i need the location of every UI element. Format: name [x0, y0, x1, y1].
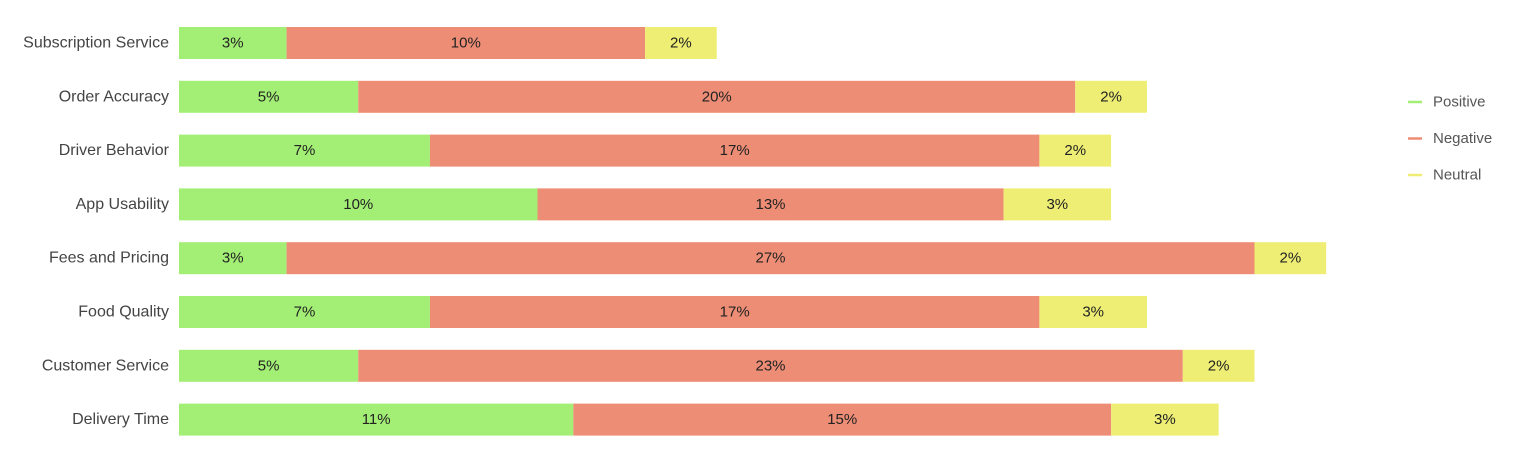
data-label-negative-food-quality: 17%	[720, 304, 750, 321]
data-label-positive-delivery-time: 11%	[362, 411, 391, 428]
bar-neutral-customer-service	[1182, 349, 1255, 382]
bar-neutral-delivery-time	[1111, 403, 1219, 436]
data-label-neutral-order-accuracy: 2%	[1100, 88, 1122, 105]
data-label-neutral-driver-behavior: 2%	[1064, 142, 1086, 159]
bar-neutral-driver-behavior	[1039, 134, 1112, 167]
bar-positive-customer-service	[179, 349, 359, 382]
data-label-negative-delivery-time: 15%	[827, 411, 857, 428]
data-label-positive-order-accuracy: 5%	[258, 88, 280, 105]
legend-label-positive: Positive	[1433, 94, 1486, 111]
data-label-neutral-delivery-time: 3%	[1154, 411, 1176, 428]
category-label-app-usability: App Usability	[76, 196, 169, 213]
legend: Positive Negative Neutral	[1408, 94, 1492, 184]
category-label-food-quality: Food Quality	[78, 304, 169, 321]
data-label-neutral-food-quality: 3%	[1082, 304, 1104, 321]
data-label-neutral-fees-and-pricing: 2%	[1280, 250, 1302, 267]
bar-negative-food-quality	[429, 296, 1040, 328]
bar-positive-subscription-service	[179, 27, 287, 59]
data-label-positive-subscription-service: 3%	[222, 35, 244, 52]
legend-label-negative: Negative	[1433, 130, 1492, 147]
data-label-negative-subscription-service: 10%	[451, 35, 481, 52]
data-label-positive-fees-and-pricing: 3%	[222, 250, 244, 267]
data-label-negative-customer-service: 23%	[756, 357, 786, 374]
category-label-driver-behavior: Driver Behavior	[59, 142, 170, 159]
data-label-negative-order-accuracy: 20%	[702, 88, 732, 105]
bar-negative-fees-and-pricing	[286, 242, 1255, 275]
bar-positive-order-accuracy	[179, 80, 359, 113]
category-label-fees-and-pricing: Fees and Pricing	[49, 250, 169, 267]
category-label-order-accuracy: Order Accuracy	[59, 88, 169, 105]
legend-item-neutral[interactable]: Neutral	[1408, 167, 1481, 184]
bar-negative-subscription-service	[286, 27, 646, 59]
category-label-customer-service: Customer Service	[42, 357, 169, 374]
bars-layer: 3% 10% 2% 5% 20% 2% 7% 17% 2% 10% 13% 3% 3% 27% 2% 7% 17…	[179, 27, 1327, 436]
bar-positive-app-usability	[179, 188, 538, 221]
legend-item-negative[interactable]: Negative	[1408, 130, 1492, 147]
bar-positive-delivery-time	[179, 403, 574, 436]
data-label-positive-app-usability: 10%	[343, 196, 373, 213]
data-label-negative-driver-behavior: 17%	[720, 142, 750, 159]
bar-positive-food-quality	[179, 296, 430, 328]
bar-neutral-app-usability	[1003, 188, 1112, 221]
bar-negative-order-accuracy	[358, 80, 1076, 113]
data-label-neutral-customer-service: 2%	[1208, 357, 1230, 374]
category-label-subscription-service: Subscription Service	[23, 35, 169, 52]
bar-negative-app-usability	[537, 188, 1004, 221]
bar-positive-fees-and-pricing	[179, 242, 287, 275]
data-label-neutral-subscription-service: 2%	[670, 35, 692, 52]
data-label-negative-fees-and-pricing: 27%	[756, 250, 786, 267]
data-label-neutral-app-usability: 3%	[1046, 196, 1068, 213]
data-label-positive-food-quality: 7%	[294, 304, 316, 321]
bar-negative-driver-behavior	[429, 134, 1040, 167]
category-label-delivery-time: Delivery Time	[72, 411, 169, 428]
bar-neutral-order-accuracy	[1075, 80, 1147, 113]
data-label-negative-app-usability: 13%	[756, 196, 786, 213]
data-label-positive-customer-service: 5%	[258, 357, 280, 374]
bar-neutral-subscription-service	[645, 27, 717, 59]
bar-neutral-fees-and-pricing	[1254, 242, 1327, 275]
bar-negative-delivery-time	[573, 403, 1112, 436]
bar-positive-driver-behavior	[179, 134, 430, 167]
data-label-positive-driver-behavior: 7%	[294, 142, 316, 159]
bar-negative-customer-service	[358, 349, 1183, 382]
bar-neutral-food-quality	[1039, 296, 1147, 328]
category-labels-layer: Subscription Service Order Accuracy Driver…	[23, 35, 170, 429]
legend-label-neutral: Neutral	[1433, 167, 1481, 184]
legend-item-positive[interactable]: Positive	[1408, 94, 1486, 111]
